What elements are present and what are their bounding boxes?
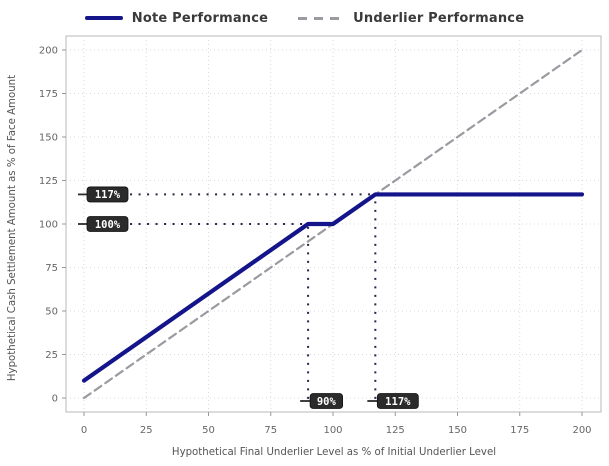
x-tick-label: 175 (510, 425, 529, 436)
badge-label: 117% (385, 396, 411, 408)
series-line-note-performance (81, 192, 585, 383)
badge-label: 90% (317, 396, 337, 408)
annotation-guide-lines (130, 193, 377, 399)
badge-box (376, 393, 419, 409)
badge-label: 117% (95, 189, 121, 201)
y-tick-label: 150 (39, 133, 58, 144)
x-tick-label: 0 (81, 425, 87, 436)
legend-label-note: Note Performance (131, 10, 269, 26)
x-tick-label: 25 (140, 425, 153, 436)
x-tick-label: 150 (448, 425, 467, 436)
y-tick-label: 125 (39, 176, 58, 187)
badge-box (86, 186, 129, 203)
badge-box (309, 393, 344, 409)
legend: Note Performance Underlier Performance (0, 7, 609, 29)
badge-label: 100% (95, 219, 121, 231)
data-series (81, 48, 585, 400)
x-tick-label: 100 (323, 425, 342, 436)
y-tick-label: 100 (39, 220, 58, 231)
legend-item-note: Note Performance (84, 10, 269, 26)
badge-box (86, 216, 129, 232)
y-tick-label: 75 (45, 263, 58, 274)
x-tick-label: 50 (202, 425, 215, 436)
axis-ticks (62, 49, 583, 416)
note-line-swatch-icon (84, 15, 123, 21)
x-tick-label: 75 (264, 425, 277, 436)
annotation-badges: 117% 100% 90% 117% (78, 186, 419, 409)
axis-tick-labels: 0 25 50 75 100 125 150 175 200 0 25 50 75 100 125 150 17… (39, 46, 592, 437)
x-tick-label: 125 (386, 425, 405, 436)
legend-item-underlier: Underlier Performance (298, 11, 524, 26)
y-tick-label: 0 (52, 394, 58, 405)
y-tick-label: 200 (39, 46, 58, 57)
legend-label-underlier: Underlier Performance (353, 10, 525, 26)
y-tick-label: 175 (39, 89, 58, 100)
underlier-line-swatch-icon (298, 16, 345, 20)
x-axis-title: Hypothetical Final Underlier Level as % … (172, 447, 496, 458)
y-axis-title: Hypothetical Cash Settlement Amount as %… (7, 75, 18, 381)
x-tick-label: 200 (572, 425, 591, 436)
y-tick-label: 50 (45, 307, 58, 318)
y-tick-label: 25 (45, 350, 58, 361)
